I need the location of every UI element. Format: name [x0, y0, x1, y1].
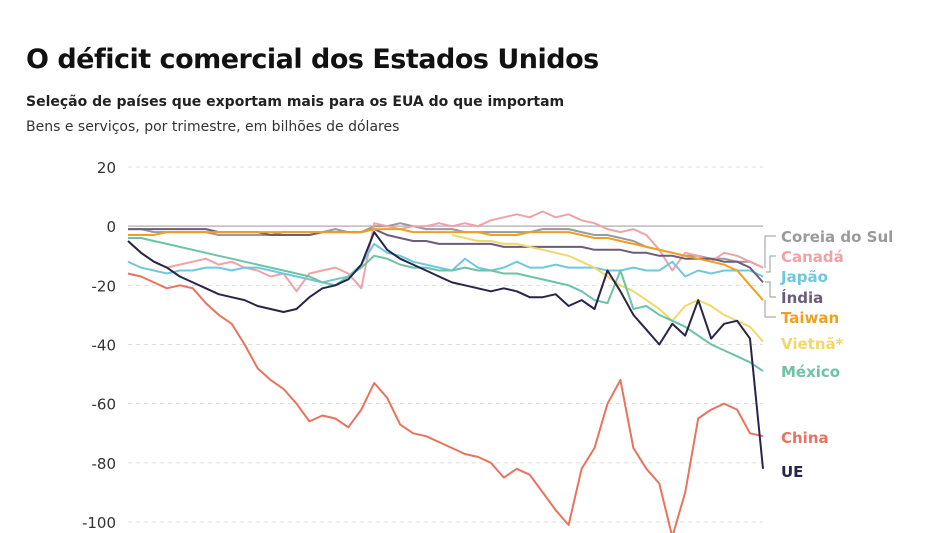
series-line-Vietnã* — [451, 234, 764, 343]
series-label: Vietnã* — [781, 335, 844, 353]
label-connector — [765, 281, 776, 298]
series-line-Canadá — [127, 210, 764, 293]
y-tick-label: 20 — [97, 159, 116, 177]
series-line-Taiwan — [128, 228, 764, 301]
label-connector — [764, 300, 776, 318]
chart-title: O déficit comercial dos Estados Unidos — [26, 44, 599, 75]
chart-unit-label: Bens e serviços, por trimestre, em bilhõ… — [26, 119, 400, 135]
series-line-UE — [127, 231, 764, 469]
label-connector — [764, 235, 776, 268]
label-connector — [766, 255, 776, 273]
y-tick-label: -40 — [92, 337, 117, 355]
y-tick-label: -80 — [92, 455, 117, 473]
series-label: Taiwan — [781, 309, 839, 327]
series-label: UE — [781, 463, 803, 481]
series-line-Japão — [127, 242, 764, 284]
series-line-Índia — [128, 228, 764, 284]
series-label: China — [781, 429, 829, 447]
series-label: Canadá — [781, 248, 844, 266]
y-tick-label: -100 — [82, 514, 116, 532]
series-line-México — [128, 237, 764, 372]
chart-subtitle: Seleção de países que exportam mais para… — [26, 94, 565, 110]
series-label: Coreia do Sul — [781, 228, 893, 246]
series-label: Japão — [780, 268, 828, 286]
series-line-China — [127, 272, 764, 533]
y-tick-label: -60 — [92, 396, 117, 414]
series-label: Índia — [781, 288, 823, 307]
y-tick-label: 0 — [106, 218, 116, 236]
y-tick-label: -20 — [92, 277, 117, 295]
series-label: México — [781, 363, 840, 381]
series-line-Coreia do Sul — [128, 222, 764, 269]
